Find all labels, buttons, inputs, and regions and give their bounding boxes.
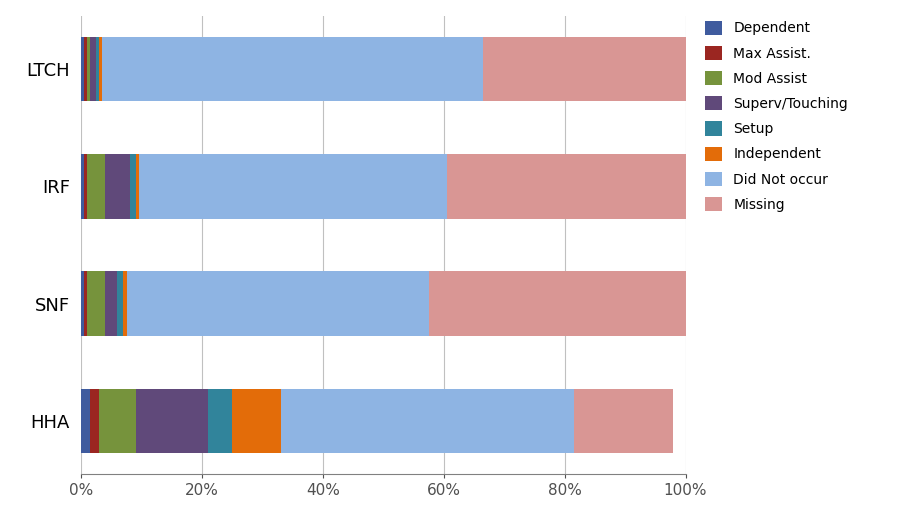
Bar <box>90 389 99 453</box>
Bar <box>428 271 692 336</box>
Legend: Dependent, Max Assist., Mod Assist, Superv/Touching, Setup, Independent, Did Not: Dependent, Max Assist., Mod Assist, Supe… <box>698 14 855 219</box>
Bar <box>126 271 428 336</box>
Bar <box>483 37 686 101</box>
Bar <box>81 154 84 219</box>
Bar <box>84 271 87 336</box>
Bar <box>87 37 90 101</box>
Bar <box>281 389 574 453</box>
Bar <box>90 37 97 101</box>
Bar <box>81 271 84 336</box>
Bar <box>87 271 106 336</box>
Bar <box>135 389 208 453</box>
Bar <box>130 154 135 219</box>
Bar <box>208 389 233 453</box>
Bar <box>102 37 483 101</box>
Bar <box>139 154 446 219</box>
Bar <box>117 271 124 336</box>
Bar <box>84 37 87 101</box>
Bar <box>135 154 139 219</box>
Bar <box>81 389 90 453</box>
Bar <box>574 389 674 453</box>
Bar <box>124 271 126 336</box>
Bar <box>106 271 117 336</box>
Bar <box>81 37 84 101</box>
Bar <box>84 154 87 219</box>
Bar <box>106 154 130 219</box>
Bar <box>99 389 135 453</box>
Bar <box>446 154 686 219</box>
Bar <box>99 37 102 101</box>
Bar <box>233 389 281 453</box>
Bar <box>97 37 99 101</box>
Bar <box>87 154 106 219</box>
